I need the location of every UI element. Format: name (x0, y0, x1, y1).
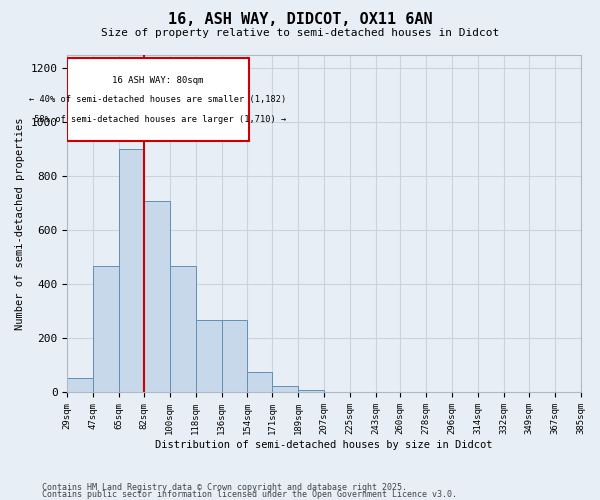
Bar (272, 386, 298, 392)
Bar (143, 201, 170, 392)
Y-axis label: Number of semi-detached properties: Number of semi-detached properties (15, 118, 25, 330)
Bar (221, 320, 247, 392)
Text: 58% of semi-detached houses are larger (1,710) →: 58% of semi-detached houses are larger (… (29, 114, 287, 124)
Text: Contains public sector information licensed under the Open Government Licence v3: Contains public sector information licen… (42, 490, 457, 499)
X-axis label: Distribution of semi-detached houses by size in Didcot: Distribution of semi-detached houses by … (155, 440, 493, 450)
Bar (247, 372, 272, 392)
Bar (170, 266, 196, 392)
Text: 16, ASH WAY, DIDCOT, OX11 6AN: 16, ASH WAY, DIDCOT, OX11 6AN (167, 12, 433, 28)
Bar (67, 378, 93, 392)
Bar (119, 150, 143, 392)
Bar (196, 320, 221, 392)
Text: Size of property relative to semi-detached houses in Didcot: Size of property relative to semi-detach… (101, 28, 499, 38)
Bar (93, 266, 119, 392)
Text: 16 ASH WAY: 80sqm: 16 ASH WAY: 80sqm (112, 76, 204, 85)
Text: ← 40% of semi-detached houses are smaller (1,182): ← 40% of semi-detached houses are smalle… (29, 96, 287, 104)
FancyBboxPatch shape (67, 58, 249, 142)
Text: Contains HM Land Registry data © Crown copyright and database right 2025.: Contains HM Land Registry data © Crown c… (42, 484, 407, 492)
Bar (298, 390, 324, 392)
